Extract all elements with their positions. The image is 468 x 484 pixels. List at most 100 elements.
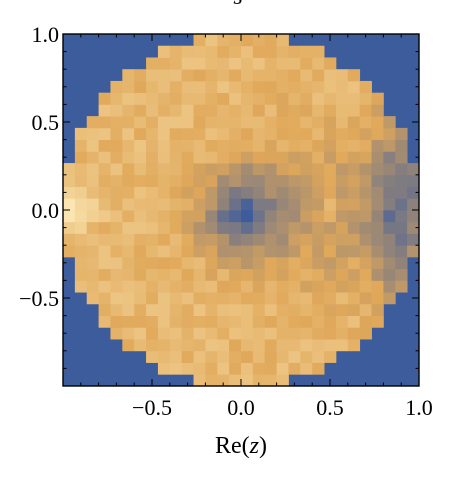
heatmap-cell: [264, 303, 277, 316]
heatmap-cell: [312, 362, 325, 375]
heatmap-cell: [193, 350, 206, 363]
heatmap-cell: [193, 116, 206, 129]
heatmap-cell: [229, 245, 242, 258]
heatmap-cell: [98, 198, 111, 211]
heatmap-cell: [241, 57, 254, 70]
heatmap-cell: [193, 245, 206, 258]
heatmap-cell: [229, 151, 242, 164]
heatmap-cell: [276, 57, 289, 70]
heatmap-cell: [347, 268, 361, 281]
heatmap-cell: [371, 198, 384, 211]
heatmap-cell: [193, 303, 206, 316]
heatmap-cell: [193, 174, 206, 187]
heatmap-cell: [312, 163, 325, 176]
heatmap-cell: [181, 163, 194, 176]
heatmap-cell: [276, 80, 289, 94]
heatmap-cell: [312, 292, 325, 305]
heatmap-cell: [146, 174, 159, 187]
heatmap-cell: [335, 327, 349, 340]
heatmap-cell: [146, 245, 159, 258]
heatmap-cell: [395, 139, 408, 152]
heatmap-cell: [181, 256, 194, 270]
heatmap-cell: [312, 221, 325, 234]
heatmap-cell: [335, 245, 349, 258]
heatmap-cell: [146, 339, 159, 352]
heatmap-cell: [217, 57, 230, 70]
heatmap-cell: [217, 116, 230, 129]
y-tick-label: 0.5: [32, 110, 60, 135]
heatmap-cell: [241, 45, 254, 58]
heatmap-cell: [157, 256, 171, 270]
heatmap-cell: [134, 303, 147, 316]
heatmap-cell: [157, 292, 171, 305]
heatmap-cell: [74, 221, 88, 234]
heatmap-cell: [205, 69, 218, 82]
heatmap-cell: [276, 280, 289, 293]
heatmap-cell: [300, 151, 313, 164]
x-tick-label: 1.0: [405, 395, 433, 420]
heatmap-cell: [359, 245, 372, 258]
heatmap-cell: [371, 210, 384, 223]
heatmap-cell: [169, 292, 183, 305]
heatmap-cell: [169, 139, 183, 152]
heatmap-cell: [193, 221, 206, 234]
heatmap-cell: [122, 268, 135, 281]
heatmap-cell: [264, 174, 277, 187]
heatmap-cell: [359, 139, 372, 152]
heatmap-cell: [205, 256, 218, 270]
heatmap-cell: [205, 92, 218, 105]
heatmap-cell: [312, 139, 325, 152]
heatmap-cell: [252, 198, 266, 211]
y-tick-labels: 1.0 0.5 0.0 −0.5: [19, 22, 59, 311]
heatmap-cell: [395, 245, 408, 258]
heatmap-cell: [312, 151, 325, 164]
heatmap-cell: [181, 127, 194, 140]
heatmap-cell: [300, 198, 313, 211]
heatmap-cell: [300, 127, 313, 140]
heatmap-cell: [122, 221, 135, 234]
heatmap-cell: [229, 350, 242, 363]
heatmap-cell: [205, 34, 218, 47]
heatmap-cell: [335, 163, 349, 176]
heatmap-cell: [252, 268, 266, 281]
heatmap-cell: [86, 245, 99, 258]
heatmap-cell: [252, 104, 266, 117]
heatmap-cell: [205, 233, 218, 246]
heatmap-cell: [229, 198, 242, 211]
heatmap-cell: [229, 69, 242, 82]
heatmap-cell: [146, 127, 159, 140]
heatmap-cell: [347, 280, 361, 293]
heatmap-cell: [205, 339, 218, 352]
heatmap-cell: [359, 163, 372, 176]
heatmap-cell: [241, 303, 254, 316]
heatmap-cell: [217, 327, 230, 340]
heatmap-cell: [193, 69, 206, 82]
heatmap-cell: [217, 139, 230, 152]
heatmap-cell: [312, 303, 325, 316]
heatmap-cell: [169, 127, 183, 140]
heatmap-cell: [193, 45, 206, 58]
heatmap-cell: [110, 116, 123, 129]
heatmap-cell: [110, 104, 123, 117]
heatmap-cell: [181, 268, 194, 281]
heatmap-cell: [395, 163, 408, 176]
heatmap-cell: [181, 186, 194, 199]
heatmap-cell: [395, 186, 408, 199]
heatmap-cell: [312, 339, 325, 352]
heatmap-cell: [312, 268, 325, 281]
heatmap-cell: [324, 69, 337, 82]
heatmap-cell: [312, 186, 325, 199]
heatmap-cell: [383, 268, 396, 281]
heatmap-cell: [371, 315, 384, 328]
heatmap-cell: [229, 34, 242, 47]
heatmap-cell: [383, 198, 396, 211]
heatmap-cell: [264, 233, 277, 246]
heatmap-cell: [98, 116, 111, 129]
heatmap-cell: [312, 256, 325, 270]
heatmap-cell: [157, 327, 171, 340]
heatmap-cell: [193, 327, 206, 340]
heatmap-cell: [300, 280, 313, 293]
heatmap-cell: [110, 292, 123, 305]
heatmap-cell: [312, 57, 325, 70]
